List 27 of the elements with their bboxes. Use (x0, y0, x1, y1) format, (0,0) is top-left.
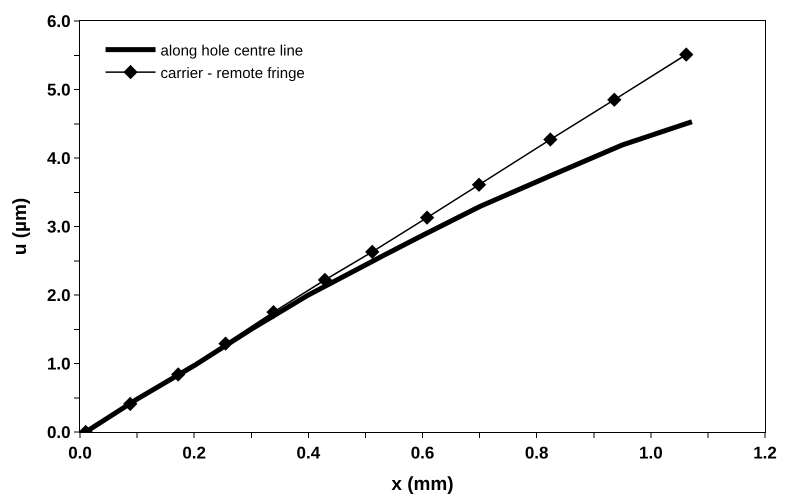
x-tick-label: 0.8 (524, 443, 548, 462)
x-tick-label: 0.4 (296, 443, 321, 462)
x-tick-label: 1.2 (753, 443, 777, 462)
y-axis-title: u (µm) (10, 198, 31, 256)
point (123, 396, 138, 412)
x-tick-label: 0.0 (68, 443, 92, 462)
x-tick-label: 0.2 (182, 443, 206, 462)
x-tick-label: 0.6 (410, 443, 434, 462)
point (365, 244, 380, 259)
y-tick-label: 5.0 (46, 80, 71, 100)
point (679, 47, 694, 62)
y-tick-label: 3.0 (46, 217, 71, 236)
y-tick-label: 4.0 (46, 148, 71, 168)
point (218, 336, 233, 351)
point (171, 367, 186, 382)
point (472, 178, 486, 192)
x-tick-label: 1.0 (639, 443, 663, 462)
y-tick-label: 1.0 (46, 354, 71, 374)
legend-label: along hole centre line (160, 42, 304, 60)
point (607, 92, 622, 107)
point (543, 132, 558, 147)
x-axis-title: x (mm) (391, 474, 454, 496)
y-tick-label: 0.0 (46, 422, 71, 442)
y-tick-label: 2.0 (46, 286, 71, 305)
y-tick-label: 6.0 (46, 12, 71, 31)
point (420, 210, 434, 225)
legend-label: carrier - remote fringe (160, 64, 305, 82)
